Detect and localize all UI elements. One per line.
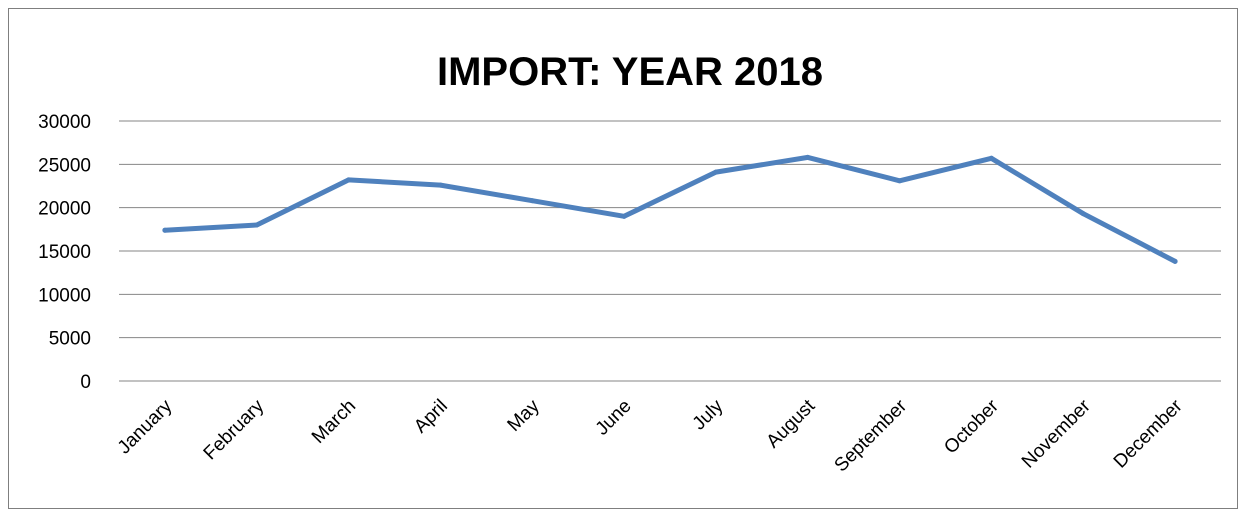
line-chart: IMPORT: YEAR 2018 0 5000 10000 15000 20000 25… bbox=[38, 50, 1221, 476]
data-point bbox=[162, 227, 168, 233]
series-line bbox=[162, 154, 1178, 264]
y-tick-label: 15000 bbox=[38, 242, 91, 263]
y-tick-label: 30000 bbox=[38, 112, 91, 133]
data-series bbox=[162, 154, 1178, 264]
y-tick-label: 20000 bbox=[38, 199, 91, 220]
y-tick-label: 0 bbox=[80, 372, 91, 393]
data-point bbox=[254, 222, 260, 228]
x-tick-label: February bbox=[200, 395, 269, 464]
data-point bbox=[621, 213, 627, 219]
data-point bbox=[1080, 211, 1086, 217]
x-tick-label: July bbox=[689, 395, 728, 434]
x-axis-tick-labels: January February March April May June July Augu… bbox=[114, 395, 1187, 476]
x-tick-label: March bbox=[308, 396, 360, 448]
y-tick-label: 25000 bbox=[38, 155, 91, 176]
x-tick-label: April bbox=[410, 396, 452, 438]
data-point bbox=[1172, 258, 1178, 264]
data-point bbox=[897, 178, 903, 184]
chart-frame: IMPORT: YEAR 2018 0 5000 10000 15000 20000 25… bbox=[8, 8, 1238, 509]
data-point bbox=[988, 155, 994, 161]
x-tick-label: September bbox=[831, 395, 912, 476]
x-tick-label: January bbox=[114, 395, 177, 458]
y-axis-tick-labels: 0 5000 10000 15000 20000 25000 30000 bbox=[38, 112, 91, 393]
gridlines bbox=[119, 120, 1221, 382]
data-point bbox=[346, 177, 352, 183]
y-tick-label: 5000 bbox=[49, 329, 91, 350]
data-point bbox=[437, 182, 443, 188]
y-tick-label: 10000 bbox=[38, 285, 91, 306]
data-point bbox=[713, 169, 719, 175]
x-tick-label: October bbox=[940, 395, 1003, 458]
x-tick-label: August bbox=[763, 395, 820, 452]
data-point bbox=[529, 198, 535, 204]
data-point bbox=[805, 154, 811, 160]
chart-title: IMPORT: YEAR 2018 bbox=[437, 50, 823, 94]
x-tick-label: December bbox=[1110, 395, 1187, 472]
x-tick-label: November bbox=[1018, 395, 1095, 472]
x-tick-label: May bbox=[504, 395, 545, 436]
x-tick-label: June bbox=[592, 396, 636, 440]
